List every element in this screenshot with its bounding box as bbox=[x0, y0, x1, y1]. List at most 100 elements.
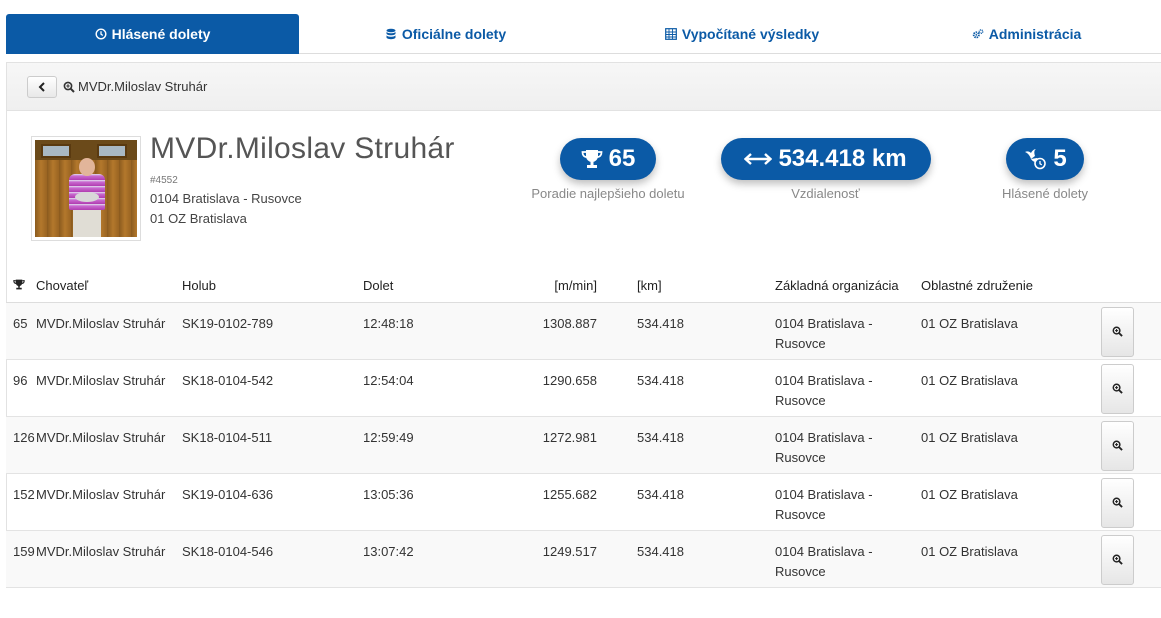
cell-organization: 0104 Bratislava - Rusovce bbox=[775, 416, 921, 474]
header-organization[interactable]: Základná organizácia bbox=[775, 268, 921, 303]
stat-distance-badge: 534.418 km bbox=[720, 138, 931, 180]
stat-reported-flights: 5 Hlásené dolety bbox=[995, 138, 1095, 201]
detail-button[interactable] bbox=[1101, 363, 1134, 414]
tab-label: Oficiálne dolety bbox=[401, 26, 507, 42]
tab-label: Administrácia bbox=[988, 26, 1082, 42]
main-tabs: Hlásené dolety Oficiálne dolety Vypočíta… bbox=[6, 14, 1161, 54]
breadcrumb: MVDr.Miloslav Struhár bbox=[63, 79, 207, 94]
tab-calculated-results[interactable]: Vypočítané výsledky bbox=[592, 14, 892, 54]
cell-rank: 152 bbox=[6, 473, 36, 531]
cell-arrival: 13:07:42 bbox=[363, 530, 539, 588]
cell-speed: 1255.682 bbox=[539, 473, 637, 531]
stat-rank-label: Poradie najlepšieho doletu bbox=[531, 186, 685, 201]
cell-region: 01 OZ Bratislava bbox=[921, 416, 1101, 474]
cell-rank: 96 bbox=[6, 359, 36, 417]
cell-region: 01 OZ Bratislava bbox=[921, 359, 1101, 417]
cell-speed: 1308.887 bbox=[539, 302, 637, 360]
gears-icon bbox=[972, 29, 984, 39]
cell-organization: 0104 Bratislava - Rusovce bbox=[775, 473, 921, 531]
cell-pigeon: SK18-0104-542 bbox=[182, 359, 363, 417]
dove-clock-icon bbox=[1025, 149, 1047, 170]
detail-button[interactable] bbox=[1101, 534, 1134, 585]
cell-actions bbox=[1101, 302, 1161, 360]
tab-label: Hlásené dolety bbox=[111, 26, 211, 42]
zoom-in-icon bbox=[1112, 383, 1123, 394]
cell-pigeon: SK18-0104-546 bbox=[182, 530, 363, 588]
cell-breeder: MVDr.Miloslav Struhár bbox=[36, 302, 182, 360]
cell-breeder: MVDr.Miloslav Struhár bbox=[36, 416, 182, 474]
zoom-in-icon bbox=[1112, 326, 1123, 337]
table-row: 96 MVDr.Miloslav Struhár SK18-0104-542 1… bbox=[6, 359, 1161, 417]
cell-actions bbox=[1101, 473, 1161, 531]
stat-reported-value: 5 bbox=[1053, 145, 1067, 172]
detail-button[interactable] bbox=[1101, 477, 1134, 528]
table-row: 65 MVDr.Miloslav Struhár SK19-0102-789 1… bbox=[6, 302, 1161, 360]
cell-region: 01 OZ Bratislava bbox=[921, 302, 1101, 360]
trophy-icon bbox=[581, 150, 603, 168]
header-region[interactable]: Oblastné združenie bbox=[921, 268, 1101, 303]
table-header-row: Chovateľ Holub Dolet [m/min] [km] Základ… bbox=[6, 268, 1161, 303]
tab-label: Vypočítané výsledky bbox=[681, 26, 820, 42]
cell-breeder: MVDr.Miloslav Struhár bbox=[36, 359, 182, 417]
cell-organization: 0104 Bratislava - Rusovce bbox=[775, 530, 921, 588]
stat-rank-badge: 65 bbox=[560, 138, 656, 180]
cell-pigeon: SK19-0102-789 bbox=[182, 302, 363, 360]
cell-distance: 534.418 bbox=[637, 473, 775, 531]
zoom-in-icon bbox=[1112, 554, 1123, 565]
detail-button[interactable] bbox=[1101, 306, 1134, 357]
stat-best-rank: 65 Poradie najlepšieho doletu bbox=[520, 138, 696, 201]
breadcrumb-label: MVDr.Miloslav Struhár bbox=[78, 79, 208, 94]
breeder-name: MVDr.Miloslav Struhár bbox=[150, 132, 455, 165]
zoom-in-icon bbox=[1112, 497, 1123, 508]
cell-rank: 126 bbox=[6, 416, 36, 474]
stat-distance: 534.418 km Vzdialenosť bbox=[718, 138, 933, 201]
table-row: 152 MVDr.Miloslav Struhár SK19-0104-636 … bbox=[6, 473, 1161, 531]
cell-speed: 1249.517 bbox=[539, 530, 637, 588]
breeder-region: 01 OZ Bratislava bbox=[150, 211, 247, 226]
clock-icon bbox=[95, 28, 107, 40]
cell-region: 01 OZ Bratislava bbox=[921, 530, 1101, 588]
zoom-in-icon bbox=[63, 81, 75, 93]
cell-speed: 1290.658 bbox=[539, 359, 637, 417]
cell-arrival: 12:54:04 bbox=[363, 359, 539, 417]
header-breeder[interactable]: Chovateľ bbox=[36, 268, 182, 303]
cell-actions bbox=[1101, 359, 1161, 417]
detail-button[interactable] bbox=[1101, 420, 1134, 471]
header-pigeon[interactable]: Holub bbox=[182, 268, 363, 303]
arrows-horizontal-icon bbox=[744, 153, 773, 165]
cell-rank: 159 bbox=[6, 530, 36, 588]
cell-breeder: MVDr.Miloslav Struhár bbox=[36, 473, 182, 531]
breeder-photo bbox=[35, 140, 137, 237]
stat-distance-label: Vzdialenosť bbox=[791, 186, 860, 201]
cell-arrival: 12:48:18 bbox=[363, 302, 539, 360]
cell-organization: 0104 Bratislava - Rusovce bbox=[775, 359, 921, 417]
tab-administration[interactable]: Administrácia bbox=[892, 14, 1161, 54]
header-actions bbox=[1101, 268, 1161, 303]
cell-rank: 65 bbox=[6, 302, 36, 360]
tab-official-flights[interactable]: Oficiálne dolety bbox=[299, 14, 592, 54]
cell-speed: 1272.981 bbox=[539, 416, 637, 474]
header-rank[interactable] bbox=[6, 268, 36, 303]
breeder-organization: 0104 Bratislava - Rusovce bbox=[150, 191, 302, 206]
header-distance[interactable]: [km] bbox=[637, 268, 775, 303]
header-speed[interactable]: [m/min] bbox=[539, 268, 637, 303]
cell-region: 01 OZ Bratislava bbox=[921, 473, 1101, 531]
tab-reported-flights[interactable]: Hlásené dolety bbox=[6, 14, 299, 54]
cell-actions bbox=[1101, 416, 1161, 474]
stat-reported-label: Hlásené dolety bbox=[1002, 186, 1088, 201]
cell-organization: 0104 Bratislava - Rusovce bbox=[775, 302, 921, 360]
chevron-left-icon bbox=[38, 81, 45, 92]
stat-distance-value: 534.418 km bbox=[778, 145, 907, 172]
table-row: 126 MVDr.Miloslav Struhár SK18-0104-511 … bbox=[6, 416, 1161, 474]
cell-breeder: MVDr.Miloslav Struhár bbox=[36, 530, 182, 588]
avatar bbox=[31, 136, 141, 241]
cell-arrival: 12:59:49 bbox=[363, 416, 539, 474]
cell-distance: 534.418 bbox=[637, 416, 775, 474]
header-arrival[interactable]: Dolet bbox=[363, 268, 539, 303]
panel-header: MVDr.Miloslav Struhár bbox=[7, 63, 1161, 111]
back-button[interactable] bbox=[27, 75, 57, 98]
cell-actions bbox=[1101, 530, 1161, 588]
trophy-icon bbox=[13, 279, 25, 290]
cell-distance: 534.418 bbox=[637, 530, 775, 588]
stat-rank-value: 65 bbox=[608, 145, 636, 172]
